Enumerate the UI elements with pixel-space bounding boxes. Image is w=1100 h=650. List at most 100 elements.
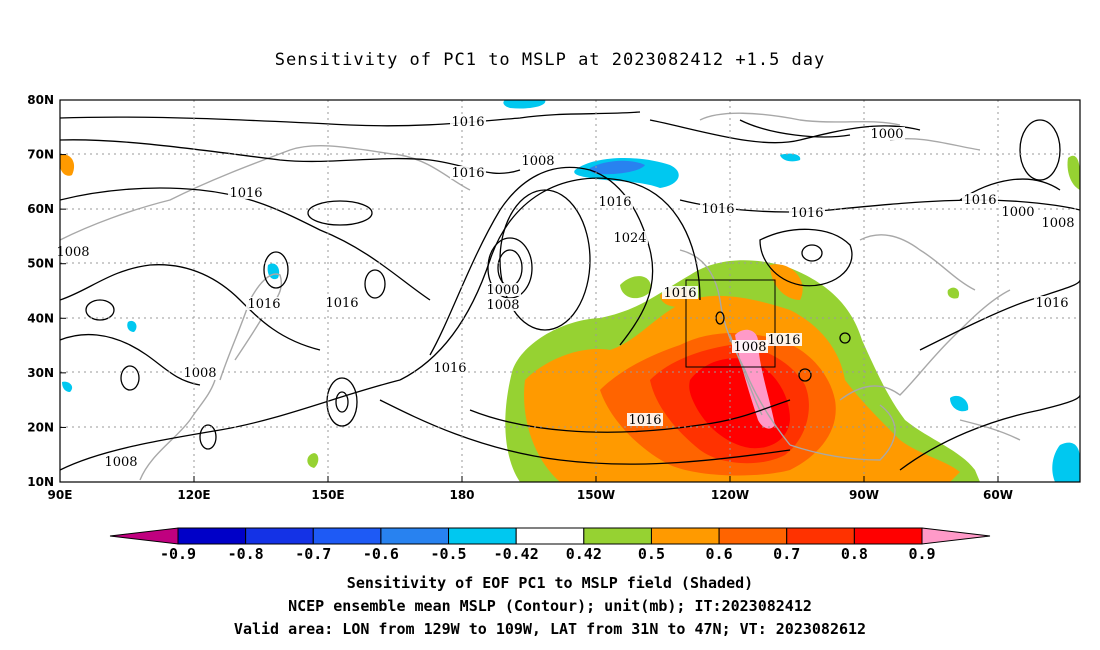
negative-sensitivity-0.42 [127,320,137,332]
contour-label: 1008 [1041,216,1074,231]
contour-label: 1000 [870,127,903,142]
colorbar-tick-label: -0.7 [295,545,331,563]
colorbar-tick-label: 0.7 [773,545,800,563]
colorbar-box [177,527,247,545]
contour-label: 1000 [486,283,519,298]
contour-label-bg [55,245,91,258]
contour-label-bg [597,195,633,208]
map-frame [59,99,1081,483]
lon-tick-label: 60W [983,488,1013,502]
colorbar-box [718,527,788,545]
lat-tick-label: 70N [27,148,54,162]
contour-label: 1008 [733,340,766,355]
contour-label: 1016 [229,186,262,201]
contour-label: 1016 [663,286,696,301]
contour-label-bg [766,333,802,346]
colorbar-right-extension [921,527,991,545]
negative-sensitivity-0.5 [589,160,645,175]
lat-tick-label: 20N [27,420,54,434]
contour-label: 1016 [451,115,484,130]
lon-tick-label: 90W [849,488,879,502]
colorbar: -0.9 -0.8 -0.7 -0.6 -0.5 -0.42 0.42 0.5 0.6 0.7 0.… [109,527,991,563]
contour-label-bg [662,286,698,299]
contour-label-bg [1000,205,1036,218]
contour-label-bg [520,154,556,167]
contour-label: 1008 [183,366,216,381]
colorbar-tick-label: 0.6 [706,545,733,563]
contour-label-bg [450,115,486,128]
colorbar-tick-label: 0.8 [841,545,868,563]
positive-sensitivity-0.42 [947,287,960,299]
contour-label-bg [182,366,218,379]
lat-tick-label: 40N [27,311,54,325]
contour-label-bg [612,231,648,244]
contour-label-bg [485,298,521,311]
latitude-axis: 80N 70N 60N 50N 40N 30N 20N 10N [27,93,66,489]
contour-label: 1008 [56,245,89,260]
lon-tick-label: 180 [449,488,474,502]
shaded-sensitivity-field [60,100,1080,482]
contour-label-bg [432,361,468,374]
colorbar-tick-label: -0.42 [494,545,539,563]
coastlines [60,112,1021,481]
contour-label-bg [324,296,360,309]
negative-sensitivity-0.42 [1052,442,1080,482]
contour-label: 1008 [104,455,137,470]
contour-label-bg [103,455,139,468]
contour-label: 1016 [598,195,631,210]
contour-label: 1016 [325,296,358,311]
lon-tick-label: 120E [177,488,210,502]
negative-sensitivity-0.42 [950,395,969,412]
contour-label: 1016 [433,361,466,376]
positive-sensitivity-0.42 [1067,155,1080,190]
lon-tick-label: 150E [311,488,344,502]
colorbar-box [448,527,517,545]
contour-label-bg [732,340,768,353]
contour-label: 1000 [1001,205,1034,220]
map-title: Sensitivity of PC1 to MSLP at 2023082412… [274,50,826,70]
contour-label-bg [869,127,905,140]
positive-sensitivity-0.5 [770,264,803,300]
colorbar-box [583,527,652,545]
contour-labels: 1016101610161008101610161024100010081016… [55,115,1076,470]
longitude-axis: 90E 120E 150E 180 150W 120W 90W 60W [48,476,1013,502]
contour-label-bg [450,166,486,179]
colorbar-box [515,527,585,545]
colorbar-left-extension [109,527,179,545]
positive-sensitivity-0.5 [60,154,75,176]
lon-tick-label: 90E [48,488,73,502]
colorbar-box [786,527,855,545]
colorbar-tick-label: 0.5 [638,545,665,563]
contour-label-bg [485,283,521,296]
caption-contour: NCEP ensemble mean MSLP (Contour); unit(… [288,597,812,615]
lon-tick-label: 150W [577,488,615,502]
contour-label: 1016 [701,202,734,217]
contour-label: 1008 [521,154,554,169]
colorbar-box [650,527,720,545]
positive-sensitivity-0.9 [735,329,775,429]
contour-label-bg [1034,296,1070,309]
contour-label: 1008 [486,298,519,313]
lat-tick-label: 30N [27,366,54,380]
contour-label: 1016 [963,193,996,208]
colorbar-box [853,527,923,545]
negative-sensitivity-0.42 [780,153,801,162]
contour-label: 1016 [767,333,800,348]
contour-label-bg [228,186,264,199]
contour-label-bg [789,206,825,219]
valid-area-box [685,279,776,368]
lat-tick-label: 60N [27,202,54,216]
colorbar-tick-label: 0.9 [908,545,935,563]
caption-shading: Sensitivity of EOF PC1 to MSLP field (Sh… [346,574,754,592]
positive-sensitivity-0.42 [620,276,651,299]
colorbar-box [380,527,450,545]
mslp-contours [60,111,1080,471]
graticule [60,100,1080,482]
colorbar-tick-label: -0.6 [363,545,399,563]
contour-label: 1016 [628,413,661,428]
contour-label-bg [1040,216,1076,229]
contour-label-bg [962,193,998,206]
negative-sensitivity-0.42 [62,381,73,392]
contour-label-bg [627,413,663,426]
